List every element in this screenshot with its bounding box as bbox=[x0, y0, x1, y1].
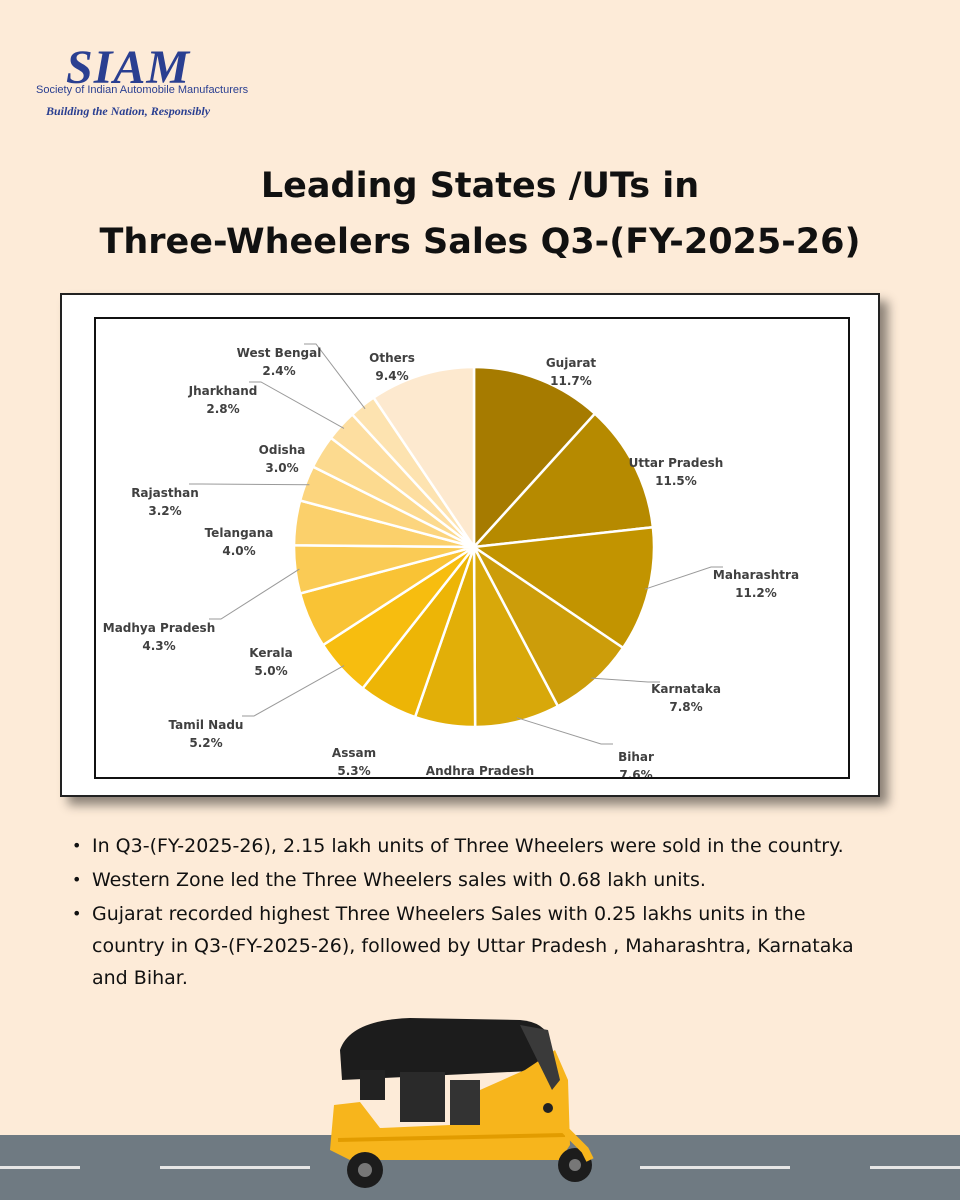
slice-label: Madhya Pradesh bbox=[103, 621, 216, 635]
leader-line bbox=[644, 566, 723, 590]
slice-value-label: 11.5% bbox=[655, 474, 697, 488]
leader-line bbox=[209, 568, 300, 620]
road bbox=[0, 1135, 960, 1200]
road-marking bbox=[640, 1166, 790, 1169]
leader-line bbox=[242, 665, 345, 717]
slice-label: Others bbox=[369, 351, 415, 365]
slice-label: Rajasthan bbox=[131, 486, 199, 500]
leader-line bbox=[249, 381, 345, 429]
slice-label: Gujarat bbox=[546, 356, 597, 370]
chart-frame: Gujarat 11.7% Uttar Pradesh 11.5% Maharashtr… bbox=[60, 293, 880, 797]
slice-value-label: 3.2% bbox=[148, 504, 181, 518]
leader-line bbox=[304, 343, 366, 410]
slice-value-label: 7.6% bbox=[619, 768, 652, 777]
leader-line bbox=[591, 677, 660, 683]
logo-name: SIAM bbox=[66, 41, 191, 94]
page-title: Leading States /UTs in Three-Wheelers Sa… bbox=[0, 162, 960, 266]
slice-label: Bihar bbox=[618, 750, 654, 764]
slice-label: Andhra Pradesh bbox=[426, 764, 534, 777]
slice-label: Kerala bbox=[249, 646, 292, 660]
summary-bullets: In Q3-(FY-2025-26), 2.15 lakh units of T… bbox=[72, 830, 872, 996]
slice-value-label: 3.0% bbox=[265, 461, 298, 475]
road-marking bbox=[160, 1166, 310, 1169]
slice-label: Maharashtra bbox=[713, 568, 799, 582]
slice-label: Karnataka bbox=[651, 682, 721, 696]
road-marking bbox=[870, 1166, 960, 1169]
title-line-1: Leading States /UTs in bbox=[260, 166, 700, 206]
leader-line bbox=[189, 483, 310, 486]
bullet-item: Western Zone led the Three Wheelers sale… bbox=[72, 864, 872, 896]
slice-value-label: 5.0% bbox=[254, 664, 287, 678]
logo-subtitle: Society of Indian Automobile Manufacture… bbox=[36, 84, 249, 96]
pie-slice-maharashtra bbox=[470, 525, 656, 650]
slice-value-label: 5.2% bbox=[189, 736, 222, 750]
slice-label: Telangana bbox=[205, 526, 274, 540]
slice-value-label: 11.2% bbox=[735, 586, 777, 600]
bullet-item: Gujarat recorded highest Three Wheelers … bbox=[72, 898, 872, 994]
slice-value-label: 4.0% bbox=[222, 544, 255, 558]
pie-slice-others bbox=[371, 365, 476, 552]
slice-value-label: 9.4% bbox=[375, 369, 408, 383]
road-marking bbox=[0, 1166, 80, 1169]
slice-label: West Bengal bbox=[237, 346, 322, 360]
slice-value-label: 4.3% bbox=[142, 639, 175, 653]
leader-line bbox=[516, 717, 613, 745]
pie-chart: Gujarat 11.7% Uttar Pradesh 11.5% Maharashtr… bbox=[103, 343, 799, 777]
slice-label: Uttar Pradesh bbox=[629, 456, 724, 470]
slice-label: Assam bbox=[332, 746, 376, 760]
logo-tagline: Building the Nation, Responsibly bbox=[46, 104, 211, 118]
title-line-2: Three-Wheelers Sales Q3-(FY-2025-26) bbox=[99, 222, 861, 262]
slice-label: Odisha bbox=[259, 443, 306, 457]
chart-area: Gujarat 11.7% Uttar Pradesh 11.5% Maharashtr… bbox=[94, 317, 850, 779]
slice-label: Tamil Nadu bbox=[169, 718, 244, 732]
slice-value-label: 11.7% bbox=[550, 374, 592, 388]
slice-value-label: 2.4% bbox=[262, 364, 295, 378]
slice-label: Jharkhand bbox=[188, 384, 258, 398]
slice-value-label: 7.8% bbox=[669, 700, 702, 714]
pie-slice-gujarat bbox=[472, 365, 597, 551]
slice-value-label: 5.3% bbox=[337, 764, 370, 777]
auto-rickshaw-icon bbox=[330, 1018, 594, 1188]
slice-value-label: 2.8% bbox=[206, 402, 239, 416]
bullet-item: In Q3-(FY-2025-26), 2.15 lakh units of T… bbox=[72, 830, 872, 862]
pie-slice-uttar-pradesh bbox=[470, 411, 655, 549]
